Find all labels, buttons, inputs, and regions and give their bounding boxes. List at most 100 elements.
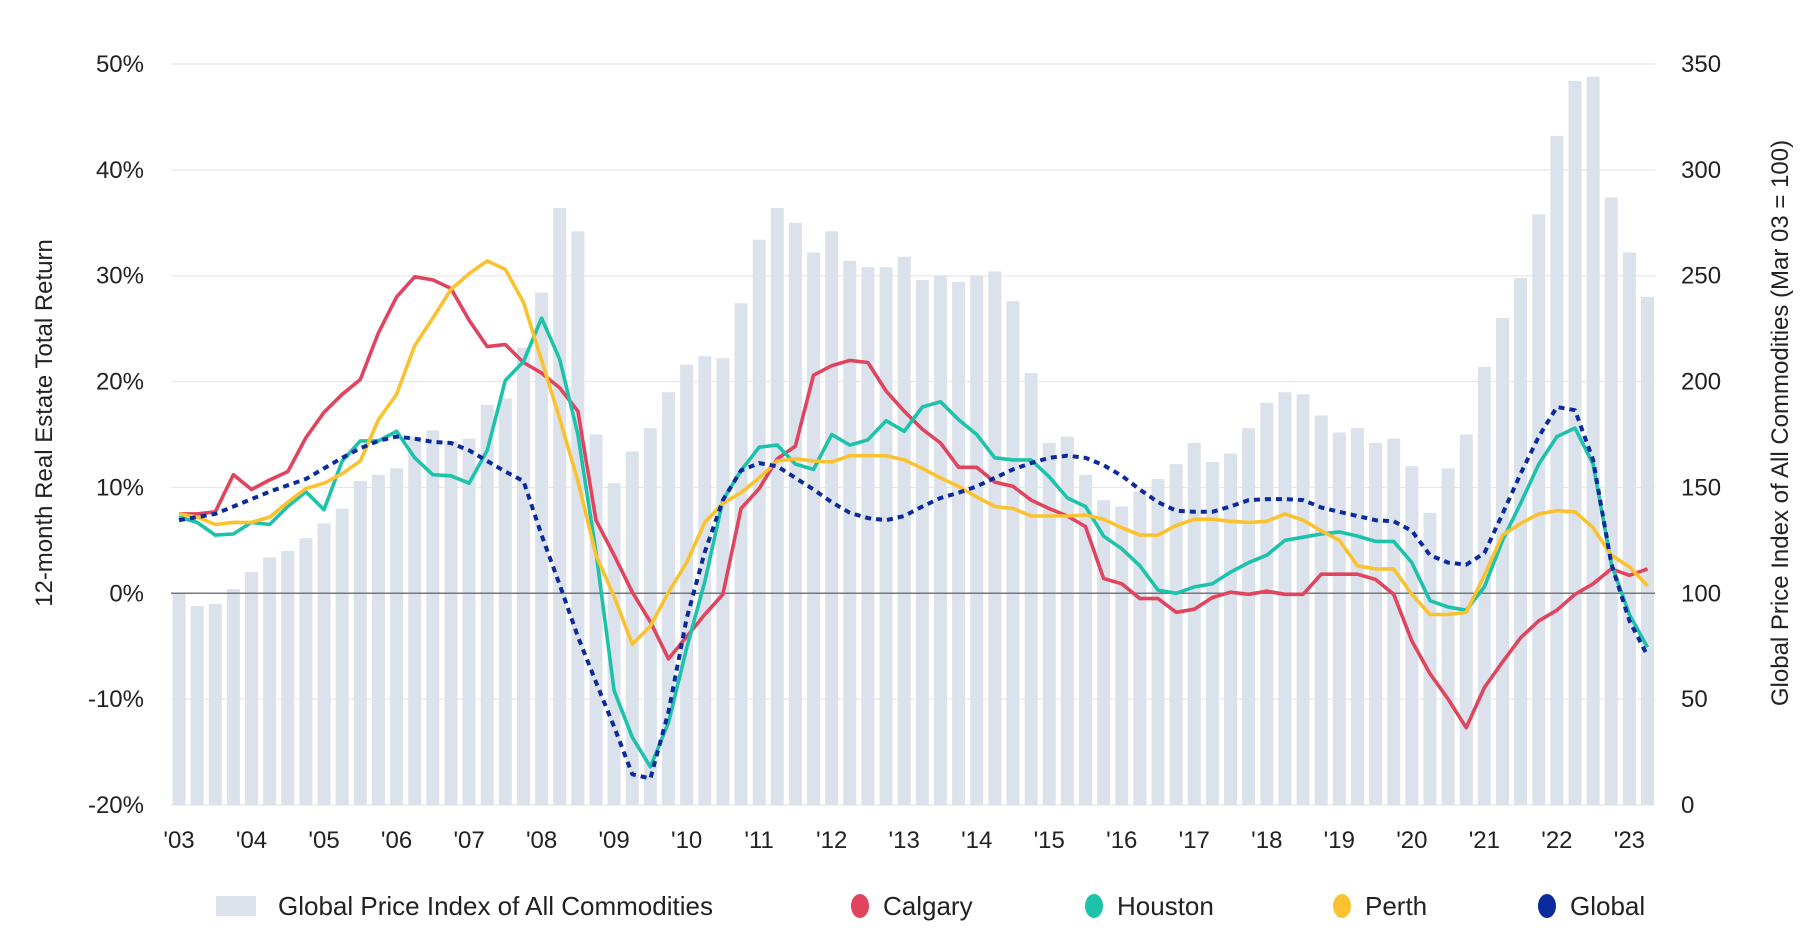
x-tick-label: '23 [1614, 827, 1645, 854]
bar [571, 231, 585, 806]
bar [734, 303, 748, 805]
bar [1387, 438, 1401, 805]
x-tick-label: '11 [744, 827, 774, 854]
bar [1006, 301, 1020, 805]
bar [933, 275, 947, 805]
x-tick-label: '22 [1541, 827, 1572, 854]
legend-label: Calgary [883, 890, 973, 921]
bar [498, 398, 512, 805]
x-axis-ticks: '03 '04 '05 '06 '07 '08 '09 '10 '11 '12 '13 '14 '15 '… [163, 827, 1645, 854]
left-tick-label: 0% [109, 580, 144, 607]
bar [553, 207, 567, 806]
legend-item-perth: Perth [1333, 886, 1427, 926]
x-tick-label: '03 [163, 827, 194, 854]
x-tick-label: '14 [961, 827, 992, 854]
bar [1169, 464, 1183, 805]
bar [1205, 462, 1219, 805]
x-tick-label: '13 [889, 827, 920, 854]
bar [625, 451, 639, 805]
x-tick-label: '12 [816, 827, 847, 854]
legend-label: Global [1570, 890, 1646, 921]
x-tick-label: '10 [671, 827, 702, 854]
bar [281, 550, 295, 805]
bar [1224, 453, 1238, 805]
bar [1350, 428, 1364, 805]
bar [770, 207, 784, 806]
x-tick-label: '19 [1324, 827, 1355, 854]
series-line-perth [178, 259, 1649, 646]
x-tick-label: '05 [308, 827, 339, 854]
bar [1133, 491, 1147, 805]
bar [897, 256, 911, 805]
left-tick-label: -20% [88, 792, 144, 819]
bar [462, 438, 476, 805]
legend: Global Price Index of All Commodities Ca… [0, 886, 1812, 926]
bar [1278, 392, 1292, 805]
bar [879, 267, 893, 805]
bar [335, 508, 349, 805]
bar [353, 481, 367, 805]
bar [1332, 432, 1346, 805]
bar [317, 523, 331, 805]
commodity-index-bars [172, 76, 1655, 806]
dot-icon [1538, 894, 1556, 918]
series-lines [178, 259, 1650, 781]
legend-item-commodities: Global Price Index of All Commodities [216, 886, 713, 926]
bar [1532, 214, 1546, 805]
bar [1260, 402, 1274, 805]
bar [516, 347, 530, 805]
bar [716, 358, 730, 805]
bar [245, 572, 259, 805]
bar [1514, 277, 1528, 805]
legend-item-calgary: Calgary [851, 886, 973, 926]
bar [807, 252, 821, 805]
bar [1550, 135, 1564, 806]
dot-icon [1333, 894, 1351, 918]
x-tick-label: '18 [1251, 827, 1282, 854]
left-axis-title: 12-month Real Estate Total Return [31, 239, 58, 607]
bar [1641, 296, 1655, 805]
bar [426, 430, 440, 805]
x-tick-label: '06 [381, 827, 412, 854]
series-line-houston [178, 316, 1650, 769]
x-tick-label: '17 [1179, 827, 1210, 854]
bar [408, 436, 422, 805]
legend-item-houston: Houston [1085, 886, 1214, 926]
x-tick-label: '08 [526, 827, 557, 854]
right-axis-ticks: 350 300 250 200 150 100 50 0 [1681, 51, 1721, 819]
left-axis-ticks: 50% 40% 30% 20% 10% 0% -10% -20% [88, 51, 144, 819]
bar [172, 593, 186, 805]
bar [680, 364, 694, 805]
bar [988, 271, 1002, 806]
bar [1405, 466, 1419, 805]
bar [226, 589, 240, 805]
bar-swatch-icon [216, 896, 256, 916]
bar [1495, 318, 1509, 805]
right-tick-label: 50 [1681, 686, 1708, 713]
bar [390, 468, 404, 805]
left-tick-label: -10% [88, 686, 144, 713]
left-tick-label: 50% [96, 51, 144, 78]
x-tick-label: '21 [1469, 827, 1500, 854]
x-tick-label: '20 [1396, 827, 1427, 854]
bar [1296, 394, 1310, 805]
right-tick-label: 300 [1681, 157, 1721, 184]
bar [444, 440, 458, 805]
bar [952, 282, 966, 806]
bar [1242, 428, 1256, 805]
bar [371, 474, 385, 805]
bar [1151, 478, 1165, 805]
right-tick-label: 100 [1681, 580, 1721, 607]
right-axis-title: Global Price Index of All Commodities (M… [1767, 140, 1794, 706]
left-tick-label: 30% [96, 263, 144, 290]
left-tick-label: 20% [96, 369, 144, 396]
x-tick-label: '15 [1034, 827, 1065, 854]
bar [970, 275, 984, 805]
right-tick-label: 200 [1681, 369, 1721, 396]
bar [1042, 442, 1056, 805]
bar [1079, 474, 1092, 805]
bar [1423, 512, 1437, 805]
right-tick-label: 250 [1681, 263, 1721, 290]
bar [752, 239, 766, 806]
